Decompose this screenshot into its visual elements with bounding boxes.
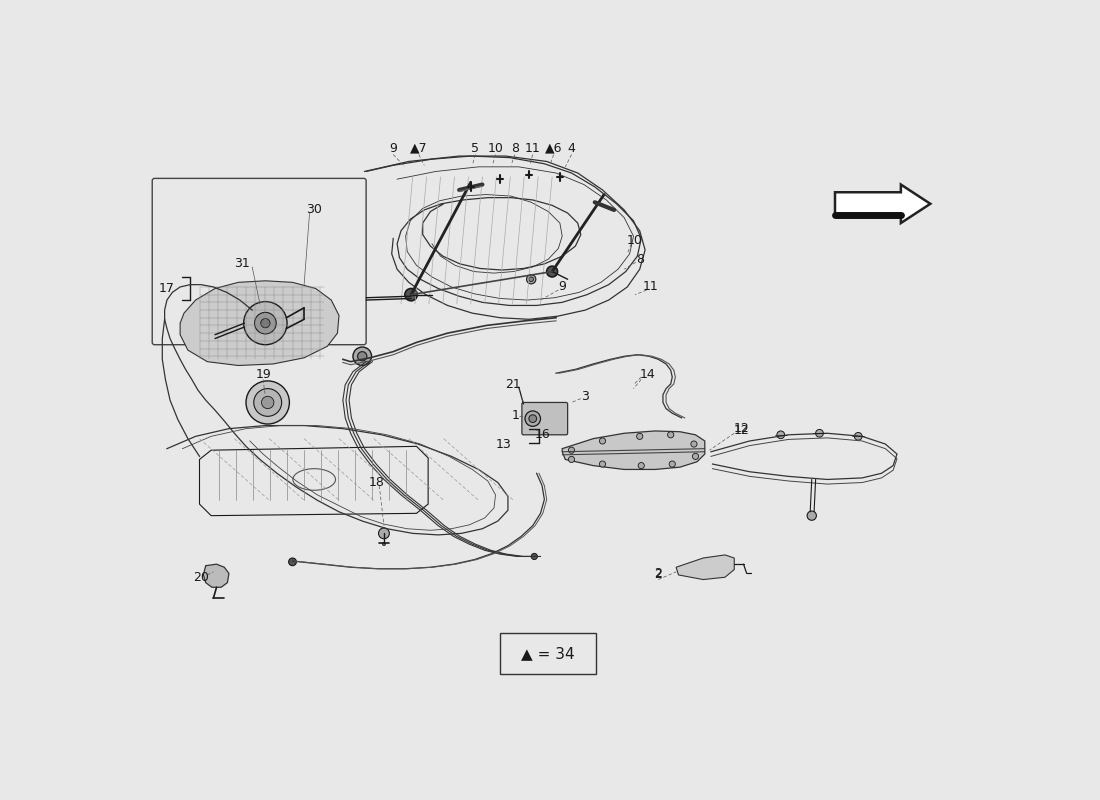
Circle shape: [855, 433, 862, 440]
Text: 2: 2: [654, 567, 662, 580]
Circle shape: [529, 414, 537, 422]
Text: 5: 5: [472, 142, 480, 155]
Text: 9: 9: [389, 142, 397, 155]
Circle shape: [254, 389, 282, 416]
Text: 17: 17: [158, 282, 175, 295]
Circle shape: [569, 447, 574, 454]
Text: 3: 3: [582, 390, 590, 403]
Text: 9: 9: [559, 281, 566, 294]
Circle shape: [246, 381, 289, 424]
Circle shape: [668, 432, 674, 438]
Text: ▲6: ▲6: [544, 142, 562, 155]
Circle shape: [262, 396, 274, 409]
Circle shape: [254, 312, 276, 334]
Circle shape: [378, 528, 389, 538]
Circle shape: [638, 462, 645, 469]
Polygon shape: [835, 185, 931, 223]
Text: 11: 11: [642, 281, 659, 294]
Circle shape: [358, 352, 367, 361]
Circle shape: [691, 441, 697, 447]
Circle shape: [807, 511, 816, 520]
Circle shape: [288, 558, 296, 566]
Text: ▲7: ▲7: [410, 142, 428, 155]
Circle shape: [692, 454, 698, 459]
Circle shape: [669, 461, 675, 467]
Text: 11: 11: [525, 142, 540, 155]
Text: ▲ = 34: ▲ = 34: [521, 646, 575, 661]
FancyBboxPatch shape: [521, 402, 568, 435]
Circle shape: [353, 347, 372, 366]
Circle shape: [529, 277, 534, 282]
Text: 12: 12: [734, 425, 750, 438]
Text: 1: 1: [512, 409, 519, 422]
Circle shape: [569, 456, 574, 462]
Circle shape: [815, 430, 824, 437]
Polygon shape: [204, 564, 229, 587]
Text: 13: 13: [495, 438, 512, 450]
FancyBboxPatch shape: [152, 178, 366, 345]
Text: 2: 2: [654, 569, 662, 582]
Text: 16: 16: [535, 428, 550, 442]
Text: 21: 21: [506, 378, 521, 391]
Circle shape: [547, 266, 558, 277]
Circle shape: [244, 302, 287, 345]
Polygon shape: [562, 431, 705, 470]
Text: 30: 30: [306, 203, 322, 217]
Circle shape: [600, 461, 606, 467]
Circle shape: [531, 554, 538, 559]
Text: 8: 8: [636, 253, 644, 266]
Text: 8: 8: [510, 142, 519, 155]
Text: 10: 10: [627, 234, 644, 247]
Polygon shape: [180, 281, 339, 366]
Text: 12: 12: [734, 422, 750, 435]
Circle shape: [525, 411, 540, 426]
Polygon shape: [676, 555, 735, 579]
Circle shape: [383, 542, 385, 546]
Circle shape: [637, 434, 642, 439]
Text: 14: 14: [639, 368, 656, 382]
Circle shape: [600, 438, 606, 444]
Text: 19: 19: [255, 368, 271, 382]
Circle shape: [527, 274, 536, 284]
Text: 10: 10: [487, 142, 504, 155]
Text: 4: 4: [568, 142, 575, 155]
Text: 18: 18: [368, 476, 384, 489]
Circle shape: [777, 431, 784, 438]
Circle shape: [261, 318, 270, 328]
Text: 31: 31: [234, 258, 250, 270]
Circle shape: [405, 289, 417, 301]
Text: 20: 20: [194, 570, 209, 584]
FancyBboxPatch shape: [500, 634, 596, 674]
